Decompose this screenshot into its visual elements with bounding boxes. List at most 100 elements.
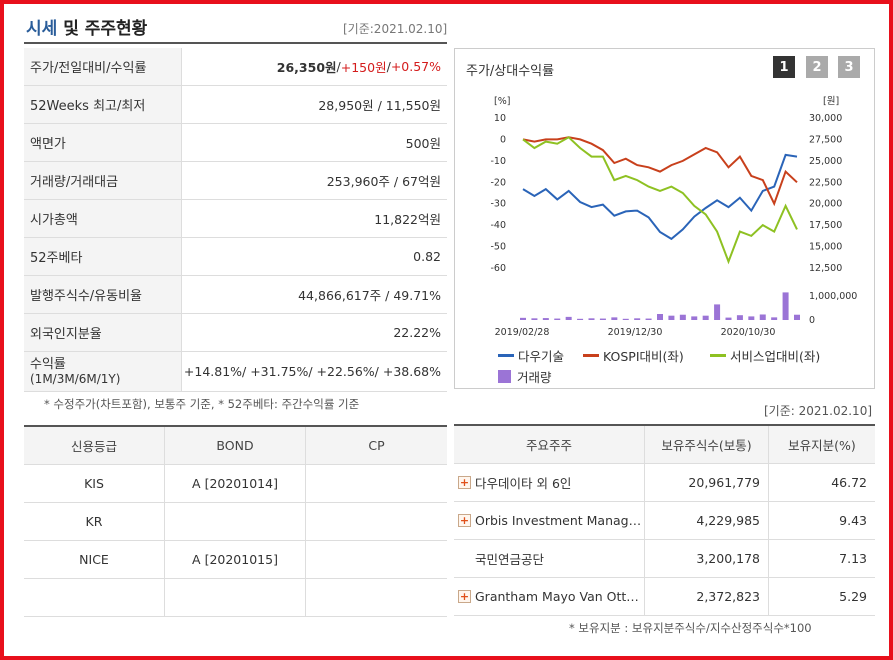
- bond-cell: A [20201014]: [165, 465, 306, 502]
- row-value: 0.82: [413, 249, 441, 264]
- right-tick-label: 20,000: [809, 199, 842, 210]
- base-date-right: [기준: 2021.02.10]: [764, 404, 873, 418]
- current-price: 26,350원: [276, 60, 337, 75]
- right-tick-label: 17,500: [809, 220, 842, 231]
- table-header: 주요주주 보유주식수(보통) 보유지분(%): [454, 426, 875, 464]
- table-row: 52주베타 0.82: [24, 238, 447, 276]
- returns-label: 수익률: [30, 356, 66, 372]
- row-label: 52Weeks 최고/최저: [24, 86, 182, 123]
- volume-bar: [531, 318, 538, 320]
- table-row: 국민연금공단 3,200,178 7.13: [454, 540, 875, 578]
- left-axis-unit: [%]: [494, 96, 510, 107]
- volume-bar: [725, 317, 732, 320]
- volume-bar: [714, 304, 721, 320]
- legend-item-kospi: KOSPI대비(좌): [583, 346, 684, 365]
- series-line: [522, 136, 798, 265]
- legend-label: 서비스업대비(좌): [730, 349, 821, 364]
- pct-cell: 46.72: [831, 475, 867, 490]
- table-row: 시가총액 11,822억원: [24, 200, 447, 238]
- row-label: 주가/전일대비/수익률: [24, 48, 182, 85]
- row-label: 거래량/거래대금: [24, 162, 182, 199]
- chart-tab-1[interactable]: 1: [773, 56, 795, 78]
- column-header: 보유지분(%): [788, 438, 856, 453]
- agency-cell: NICE: [24, 541, 165, 578]
- volume-bar: [759, 314, 766, 320]
- cp-cell: [306, 503, 447, 540]
- holder-cell: + Grantham Mayo Van Ott…: [454, 578, 645, 615]
- expand-plus-icon[interactable]: +: [458, 590, 471, 603]
- row-label: 외국인지분율: [24, 314, 182, 351]
- volume-bar: [691, 316, 698, 320]
- volume-bar: [599, 318, 606, 320]
- holder-name: Grantham Mayo Van Ott…: [475, 589, 639, 604]
- page-title: 시세 및 주주현황: [26, 14, 147, 39]
- shares-cell: 3,200,178: [645, 540, 769, 577]
- price-change: +150원: [340, 60, 387, 75]
- chart-tab-2[interactable]: 2: [806, 56, 828, 78]
- left-tick-label: -40: [490, 220, 506, 231]
- holder-name: 다우데이타 외 6인: [475, 476, 572, 491]
- table-row: KR: [24, 503, 447, 541]
- left-tick-label: 0: [500, 134, 506, 145]
- row-value: 22.22%: [393, 325, 441, 340]
- row-value: 44,866,617주 / 49.71%: [298, 288, 441, 303]
- right-tick-label: 22,500: [809, 177, 842, 188]
- row-label: 발행주식수/유동비율: [24, 276, 182, 313]
- volume-bar: [748, 316, 755, 320]
- chart-tab-3[interactable]: 3: [838, 56, 860, 78]
- row-value: 28,950원 / 11,550원: [318, 98, 441, 113]
- table-row: 52Weeks 최고/최저 28,950원 / 11,550원: [24, 86, 447, 124]
- right-tick-label: 15,000: [809, 242, 842, 253]
- volume-bar: [634, 318, 641, 320]
- right-tick-label: 27,500: [809, 134, 842, 145]
- column-header: BOND: [165, 427, 306, 464]
- legend-label: 다우기술: [518, 349, 565, 364]
- holder-cell: + Orbis Investment Manag…: [454, 502, 645, 539]
- row-label: 52주베타: [24, 238, 182, 275]
- volume-bar: [657, 314, 663, 320]
- base-date: [기준:2021.02.10]: [343, 22, 448, 36]
- right-tick-label: 12,500: [809, 263, 842, 274]
- volume-bar: [794, 314, 800, 320]
- volume-bar: [645, 318, 652, 320]
- expand-plus-icon[interactable]: +: [458, 476, 471, 489]
- table-row: NICE A [20201015]: [24, 541, 447, 579]
- table-row: [24, 579, 447, 617]
- price-relative-return-chart: [%] [원] 10 0 -10 -20 -30 -40 -50 -60 30,000 27,5…: [490, 96, 857, 338]
- pct-cell: 7.13: [839, 551, 867, 566]
- left-tick-label: -50: [490, 242, 506, 253]
- returns-value: +14.81%/ +31.75%/ +22.56%/ +38.68%: [183, 364, 441, 379]
- title-part1: 시세: [26, 19, 58, 39]
- volume-bar: [702, 315, 709, 320]
- table-row: KIS A [20201014]: [24, 465, 447, 503]
- agency-cell: [24, 579, 165, 616]
- legend-swatch: [498, 354, 514, 357]
- table-row: 주가/전일대비/수익률 26,350원 / +150원 / +0.57%: [24, 48, 447, 86]
- holder-cell: + 다우데이타 외 6인: [454, 464, 645, 501]
- row-label: 수익률 (1M/3M/6M/1Y): [24, 352, 182, 391]
- legend-item-service: 서비스업대비(좌): [710, 346, 820, 365]
- separator: /: [336, 59, 341, 74]
- price-table: 주가/전일대비/수익률 26,350원 / +150원 / +0.57% 52W…: [24, 48, 447, 392]
- column-header: 신용등급: [24, 427, 165, 464]
- table-row: + 다우데이타 외 6인 20,961,779 46.72: [454, 464, 875, 502]
- shares-cell: 4,229,985: [645, 502, 769, 539]
- left-tick-label: -60: [490, 263, 506, 274]
- credit-rating-table: 신용등급 BOND CP KIS A [20201014] KR NICE A …: [24, 425, 447, 617]
- returns-period-label: (1M/3M/6M/1Y): [30, 371, 121, 386]
- agency-cell: KR: [24, 503, 165, 540]
- volume-bar: [520, 317, 526, 320]
- x-tick-label: 2019/12/30: [608, 327, 663, 338]
- volume-bar: [668, 315, 675, 320]
- legend-item-volume: 거래량: [498, 367, 552, 386]
- legend-label: KOSPI대비(좌): [603, 349, 684, 364]
- right-axis-unit: [원]: [823, 96, 839, 107]
- separator: /: [386, 59, 391, 74]
- volume-tick-label: 1,000,000: [809, 291, 857, 302]
- volume-bar: [679, 314, 686, 320]
- volume-bar: [771, 317, 778, 320]
- expand-plus-icon[interactable]: +: [458, 514, 471, 527]
- table-row: 외국인지분율 22.22%: [24, 314, 447, 352]
- volume-bar: [736, 315, 743, 320]
- left-tick-label: 10: [494, 113, 506, 124]
